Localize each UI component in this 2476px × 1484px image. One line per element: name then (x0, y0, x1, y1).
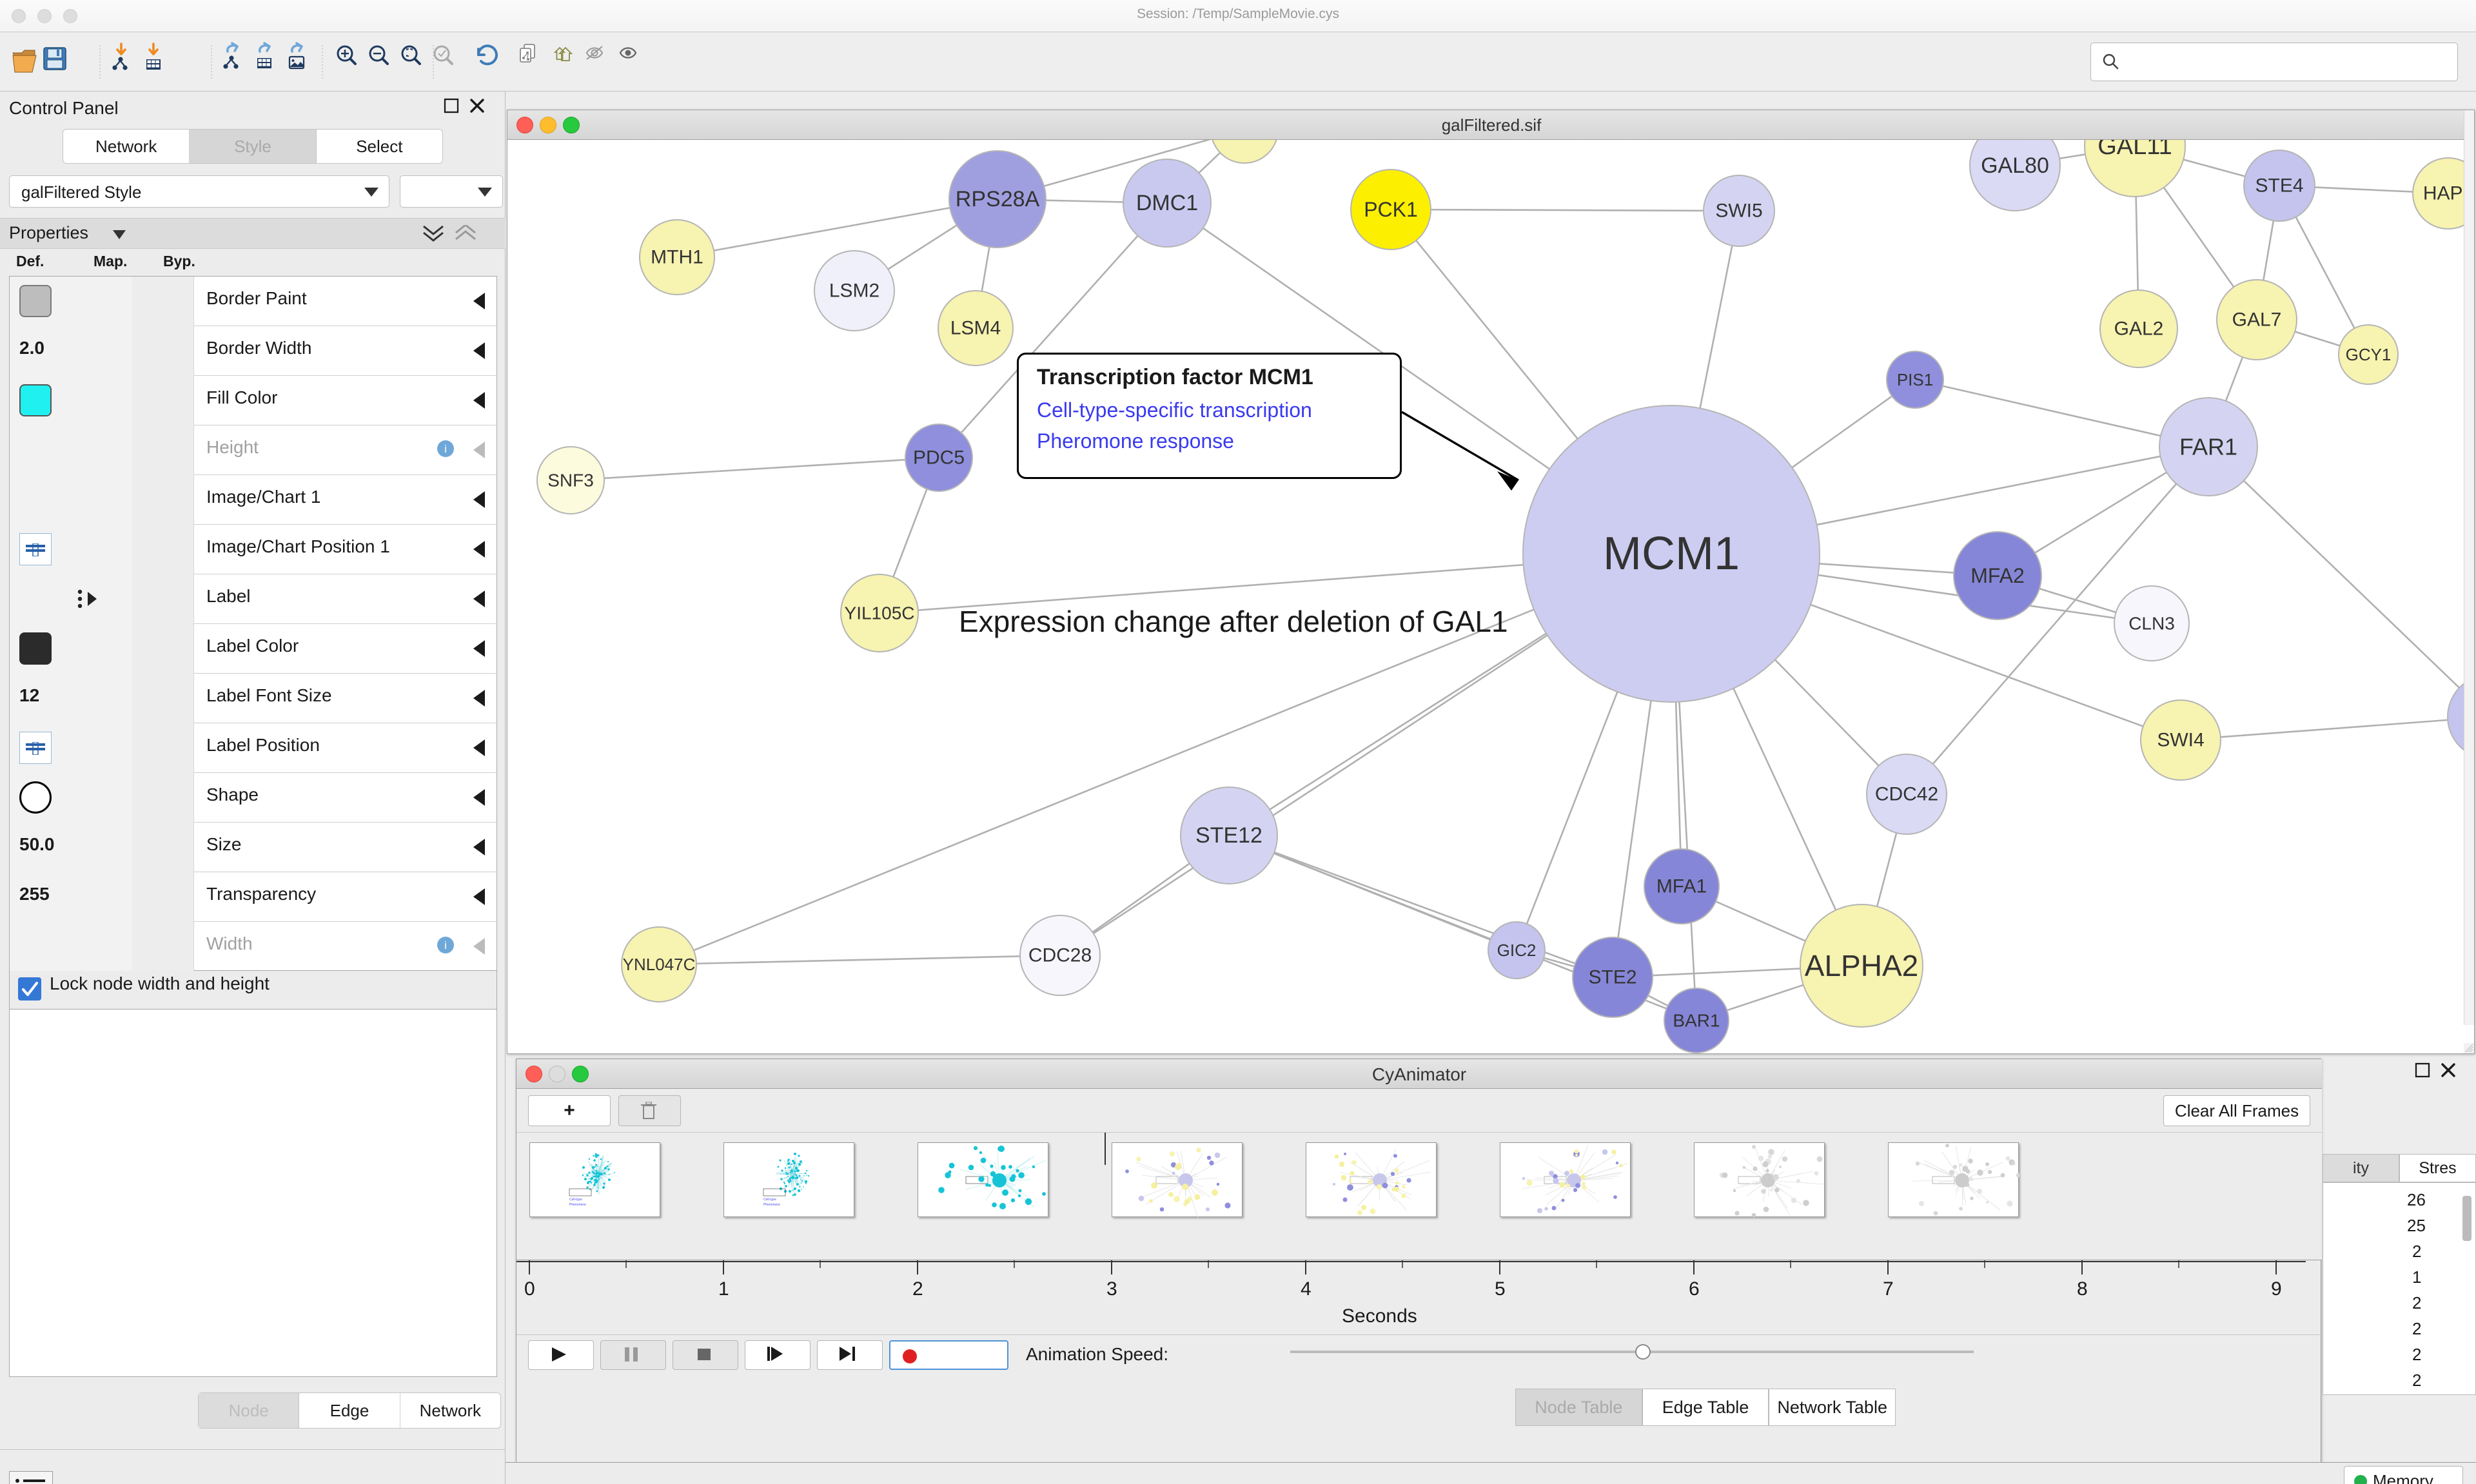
svg-text:SWI5: SWI5 (1715, 200, 1762, 222)
svg-text:YNL047C: YNL047C (623, 955, 696, 974)
svg-text:Cell-type: Cell-type (763, 1198, 776, 1202)
svg-text:SWI4: SWI4 (2157, 730, 2204, 751)
svg-text:GIC2: GIC2 (1497, 941, 1537, 960)
svg-text:Pheromone: Pheromone (763, 1203, 780, 1207)
svg-text:STE2: STE2 (1588, 967, 1636, 988)
svg-text:STE12: STE12 (1195, 823, 1263, 848)
svg-text:DCP1: DCP1 (1219, 140, 1270, 141)
svg-text:SNF3: SNF3 (547, 471, 594, 491)
svg-text:PIS1: PIS1 (1897, 370, 1933, 389)
svg-text:ALPHA2: ALPHA2 (1805, 949, 1918, 982)
svg-text:STE4: STE4 (2255, 175, 2303, 197)
svg-text:PCK1: PCK1 (1364, 198, 1418, 221)
svg-text:MTH1: MTH1 (651, 247, 703, 268)
svg-text:GCY1: GCY1 (2346, 345, 2392, 364)
svg-text:GAL80: GAL80 (1981, 153, 2049, 178)
svg-text:MFA1: MFA1 (1656, 876, 1707, 897)
svg-text:Cell-type: Cell-type (569, 1198, 582, 1202)
svg-text:CDC28: CDC28 (1028, 945, 1092, 966)
svg-text:FAR1: FAR1 (2179, 434, 2237, 460)
svg-text:GAL2: GAL2 (2114, 318, 2164, 340)
svg-text:GAL11: GAL11 (2098, 140, 2172, 160)
svg-text:BAR1: BAR1 (1673, 1011, 1720, 1031)
svg-text:LSM2: LSM2 (829, 280, 879, 302)
svg-text:RPS28A: RPS28A (956, 187, 1040, 211)
svg-text:DMC1: DMC1 (1136, 191, 1198, 215)
svg-text:CDC42: CDC42 (1875, 784, 1938, 805)
svg-text:CLN3: CLN3 (2128, 614, 2175, 634)
svg-text:GAL7: GAL7 (2232, 309, 2282, 331)
svg-text:YIL105C: YIL105C (845, 603, 915, 623)
svg-text:i: i (444, 443, 447, 455)
svg-text:Pheromone: Pheromone (569, 1203, 586, 1207)
svg-text:i: i (444, 939, 447, 952)
svg-text:MFA2: MFA2 (1970, 564, 2025, 587)
svg-text:LSM4: LSM4 (950, 318, 1001, 339)
svg-text:PDC5: PDC5 (913, 447, 965, 469)
